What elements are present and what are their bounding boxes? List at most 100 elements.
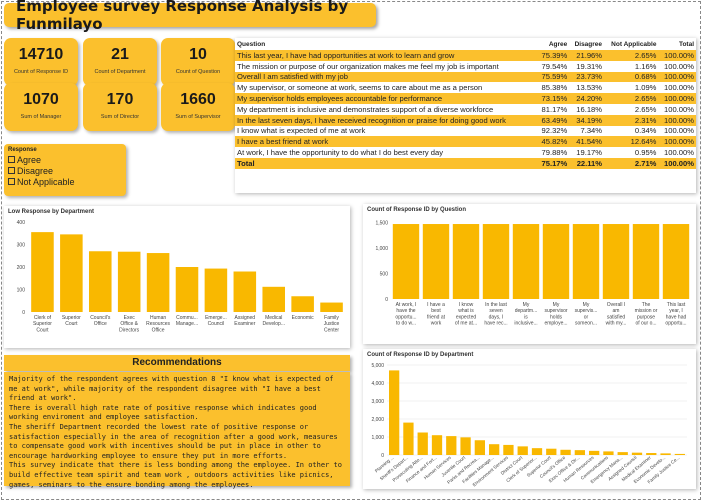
- bar: [560, 449, 571, 455]
- x-tick-label: Office: [152, 327, 165, 333]
- total-value: 75.17%: [536, 157, 570, 169]
- table-row[interactable]: This last year, I have had opportunities…: [235, 50, 696, 61]
- table-row[interactable]: My supervisor, or someone at work, seems…: [235, 82, 696, 94]
- slicer-option-agree[interactable]: Agree: [8, 154, 122, 165]
- table-row[interactable]: I know what is expected of me at work 92.…: [235, 125, 696, 137]
- bar: [574, 450, 585, 455]
- x-tick-label: opportu...: [665, 321, 686, 327]
- checkbox-icon[interactable]: [8, 178, 15, 185]
- value-cell: 100.00%: [658, 147, 696, 158]
- column-header-agree[interactable]: Agree: [548, 40, 568, 48]
- column-header-disagree[interactable]: Disagree: [574, 40, 603, 48]
- x-tick-label: work: [431, 321, 442, 327]
- table-row[interactable]: I have a best friend at work 45.82% 41.54%…: [235, 136, 696, 148]
- bar: [603, 451, 614, 455]
- bar: [646, 453, 657, 455]
- checkbox-icon[interactable]: [8, 156, 15, 163]
- x-tick-label: Family: [324, 315, 339, 321]
- kpi-card-director-sum: 170 Sum of Director: [83, 83, 157, 131]
- value-cell: 100.00%: [658, 136, 696, 148]
- kpi-label: Sum of Supervisor: [175, 114, 221, 120]
- bar: [452, 224, 480, 299]
- y-tick-label: 2,000: [371, 417, 384, 423]
- bar: [660, 453, 671, 455]
- table-row[interactable]: In the last seven days, I have received …: [235, 114, 696, 126]
- column-header-not-applicable[interactable]: Not Applicable: [611, 40, 657, 48]
- x-tick-label: someon...: [575, 321, 597, 327]
- bar: [474, 440, 485, 455]
- bar: [674, 453, 685, 455]
- value-cell: 100.00%: [658, 71, 696, 83]
- question-cell: My department is inclusive and demonstra…: [235, 103, 537, 115]
- x-tick-label: departm...: [515, 308, 538, 314]
- value-cell: 0.95%: [604, 147, 659, 158]
- table-row[interactable]: My department is inclusive and demonstra…: [235, 103, 696, 115]
- y-tick-label: 1,000: [371, 435, 384, 441]
- x-tick-label: This last: [667, 302, 686, 308]
- bar: [662, 224, 690, 299]
- x-tick-label: inclusive...: [514, 321, 537, 327]
- question-cell: I have a best friend at work: [235, 136, 537, 148]
- kpi-card-response-count: 14710 Count of Response ID: [4, 38, 78, 86]
- value-cell: 19.31%: [569, 60, 605, 72]
- recommendation-paragraph: This survey indicate that there is less …: [9, 461, 342, 489]
- chart-title: Count of Response ID by Department: [367, 352, 474, 358]
- recommendations-text: Majority of the respondent agrees with q…: [4, 372, 350, 489]
- checkbox-icon[interactable]: [8, 167, 15, 174]
- column-header-total[interactable]: Total: [678, 40, 694, 48]
- x-tick-label: My: [583, 302, 590, 308]
- slicer-option-disagree[interactable]: Disagree: [8, 165, 122, 176]
- kpi-label: Sum of Director: [100, 114, 140, 120]
- table-row[interactable]: Overall I am satisfied with my job 75.59%…: [235, 71, 696, 83]
- bar: [503, 444, 514, 455]
- x-tick-label: employe...: [544, 321, 567, 327]
- table-row[interactable]: My supervisor holds employees accountabl…: [235, 93, 696, 104]
- x-tick-label: At work, I: [396, 302, 417, 308]
- response-count-by-department-chart: Count of Response ID by Department 0 1,00…: [363, 349, 696, 489]
- x-tick-label: supervisor: [544, 308, 567, 314]
- y-tick-label: 100: [17, 288, 26, 294]
- x-tick-label: Manage...: [176, 321, 198, 327]
- slicer-heading: Response: [8, 147, 37, 153]
- bar: [389, 370, 400, 455]
- value-cell: 100.00%: [658, 82, 696, 94]
- value-cell: 0.68%: [604, 71, 659, 83]
- table-row[interactable]: At work, I have the opportunity to do wh…: [235, 147, 696, 158]
- x-tick-label: Justice: [324, 321, 340, 327]
- kpi-value: 1070: [23, 91, 59, 108]
- slicer-option-not-applicable[interactable]: Not Applicable: [8, 176, 122, 187]
- y-tick-label: 0: [22, 310, 25, 316]
- column-header-question[interactable]: Question: [237, 40, 266, 48]
- x-tick-label: have rec...: [484, 321, 507, 327]
- x-tick-label: or: [584, 314, 589, 320]
- value-cell: 75.59%: [536, 71, 570, 83]
- slicer-option-label: Not Applicable: [17, 176, 75, 187]
- bar: [204, 268, 228, 312]
- dashboard-title: Employee survey Response Analysis by Fun…: [4, 0, 376, 33]
- table-header-row: Question Agree Disagree Not Applicable T…: [235, 38, 696, 50]
- value-cell: 23.73%: [569, 71, 605, 83]
- x-tick-label: best: [431, 308, 441, 314]
- value-cell: 100.00%: [658, 125, 696, 137]
- bar: [489, 444, 500, 455]
- x-tick-label: seven: [489, 308, 503, 314]
- x-tick-label: Clerk of: [34, 315, 52, 321]
- total-value: 2.71%: [604, 157, 659, 169]
- value-cell: 13.53%: [569, 82, 605, 94]
- value-cell: 100.00%: [658, 93, 696, 104]
- value-cell: 100.00%: [658, 114, 696, 126]
- x-tick-label: have the: [396, 308, 415, 314]
- x-tick-label: year, I: [669, 308, 683, 314]
- recommendation-paragraph: There is overall high rate rate of posit…: [9, 403, 317, 422]
- x-tick-label: with my...: [606, 321, 627, 327]
- slicer-option-label: Disagree: [17, 165, 54, 176]
- bar: [512, 224, 540, 299]
- table-row[interactable]: The mission or purpose of our organizati…: [235, 60, 696, 72]
- question-cell: In the last seven days, I have received …: [235, 114, 537, 126]
- bar: [631, 452, 643, 455]
- question-cell: I know what is expected of me at work: [235, 125, 537, 137]
- y-tick-label: 3,000: [371, 399, 384, 405]
- kpi-value: 21: [111, 46, 129, 63]
- x-tick-label: to do w...: [396, 321, 416, 327]
- kpi-value: 14710: [18, 46, 64, 63]
